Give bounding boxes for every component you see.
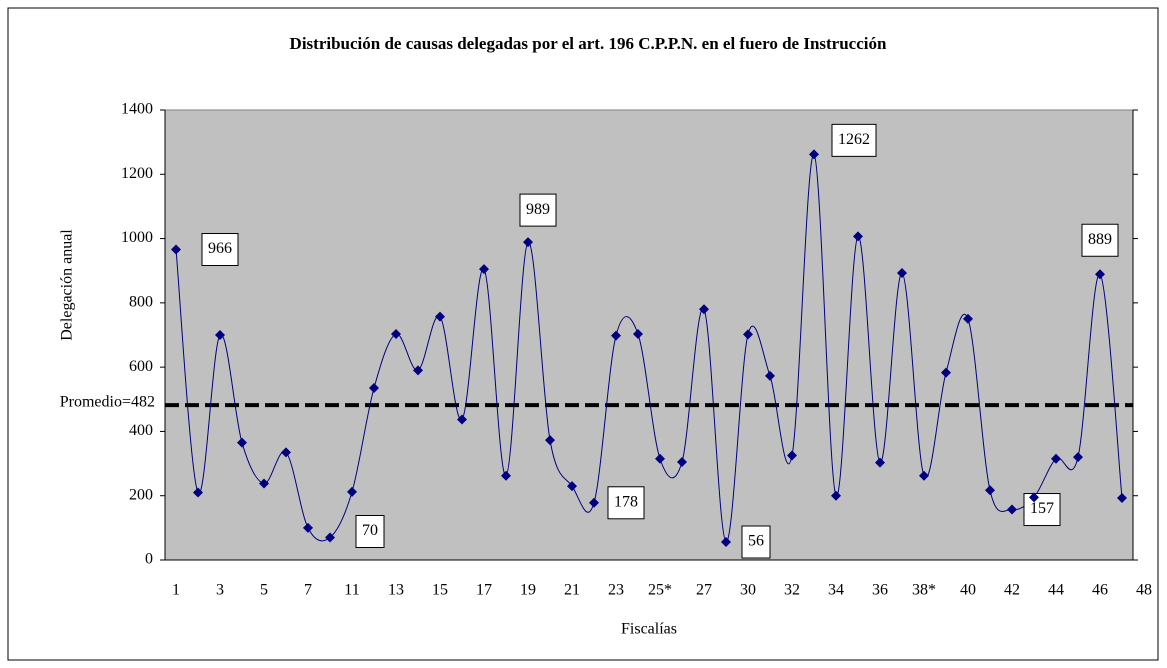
series-line <box>175 153 1123 543</box>
marker <box>677 456 687 467</box>
marker <box>1095 269 1105 280</box>
x-tick-label: 17 <box>476 582 492 599</box>
marker <box>347 486 357 497</box>
marker <box>853 231 863 242</box>
marker <box>721 537 731 547</box>
x-axis-label: Fiscalías <box>621 621 677 638</box>
marker <box>1007 504 1017 515</box>
y-tick-label: 1000 <box>121 229 153 246</box>
marker <box>501 470 511 481</box>
marker <box>545 435 555 446</box>
data-label: 989 <box>526 201 550 218</box>
x-tick-label: 42 <box>1004 582 1020 599</box>
marker <box>567 481 577 492</box>
marker <box>1029 492 1039 503</box>
y-tick-label: 800 <box>129 294 153 311</box>
x-tick-label: 13 <box>388 582 404 599</box>
marker <box>897 267 907 278</box>
marker <box>457 414 467 425</box>
marker <box>435 311 445 322</box>
x-tick-label: 11 <box>344 582 359 599</box>
marker <box>193 487 203 498</box>
x-tick-label: 34 <box>828 582 844 599</box>
x-tick-label: 36 <box>872 582 888 599</box>
x-tick-label: 48 <box>1136 582 1152 599</box>
marker <box>479 264 489 275</box>
data-label: 178 <box>614 493 638 510</box>
x-tick-label: 46 <box>1092 582 1108 599</box>
data-label-box <box>741 525 771 559</box>
data-label-box <box>355 515 385 548</box>
x-tick-label: 3 <box>216 582 224 599</box>
x-tick-label: 38* <box>912 582 936 599</box>
marker <box>281 447 291 458</box>
marker <box>391 329 401 340</box>
marker <box>523 237 533 248</box>
y-tick-label: 200 <box>129 486 153 503</box>
data-label: 966 <box>208 240 232 257</box>
marker <box>611 330 621 341</box>
x-tick-label: 44 <box>1048 582 1064 599</box>
data-label: 70 <box>362 522 378 539</box>
data-label: 889 <box>1088 231 1112 248</box>
marker <box>875 457 885 468</box>
x-tick-label: 1 <box>172 582 180 599</box>
marker <box>985 485 995 496</box>
marker <box>369 383 379 394</box>
marker <box>1073 452 1083 463</box>
x-tick-label: 7 <box>304 582 312 599</box>
marker <box>215 330 225 340</box>
marker <box>413 365 423 376</box>
marker <box>963 313 973 324</box>
data-label-box <box>1023 493 1061 527</box>
marker <box>765 370 775 381</box>
data-label: 1262 <box>838 131 870 148</box>
x-tick-label: 27 <box>696 582 712 599</box>
x-tick-label: 32 <box>784 582 800 599</box>
data-label-box <box>607 486 645 520</box>
chart-title: Distribución de causas delegadas por el … <box>290 34 887 53</box>
marker <box>303 522 313 533</box>
y-tick-label: 400 <box>129 422 153 439</box>
y-tick-label: 0 <box>145 551 153 568</box>
marker <box>787 450 797 461</box>
marker <box>1051 453 1061 464</box>
y-tick-label: 1400 <box>121 101 153 118</box>
marker <box>655 453 665 464</box>
marker <box>831 490 841 501</box>
data-label-box <box>201 233 239 266</box>
marker <box>171 244 181 255</box>
data-label: 56 <box>748 533 764 550</box>
y-tick-label: 1200 <box>121 165 153 182</box>
x-tick-label: 30 <box>740 582 756 599</box>
marker <box>259 478 269 489</box>
x-tick-label: 21 <box>564 582 580 599</box>
marker <box>1117 492 1127 503</box>
marker <box>633 329 643 340</box>
data-label-box <box>519 193 557 227</box>
x-tick-label: 15 <box>432 582 448 599</box>
average-label: Promedio=482 <box>60 394 155 411</box>
x-tick-label: 19 <box>520 582 536 599</box>
marker <box>743 329 753 340</box>
data-label-box <box>1081 223 1119 257</box>
x-tick-label: 40 <box>960 582 976 599</box>
marker <box>699 304 709 315</box>
x-tick-label: 5 <box>260 582 268 599</box>
marker <box>919 470 929 481</box>
average-label-bg <box>38 394 156 415</box>
data-label: 157 <box>1030 500 1054 517</box>
marker <box>237 437 247 448</box>
x-tick-label: 23 <box>608 582 624 599</box>
y-tick-label: 600 <box>129 358 153 375</box>
marker <box>809 149 819 160</box>
x-tick-label: 25* <box>648 582 672 599</box>
marker <box>941 367 951 378</box>
marker <box>325 532 335 543</box>
marker <box>589 497 599 508</box>
y-axis-label: Delegación anual <box>59 229 76 341</box>
data-label-box <box>831 123 877 157</box>
